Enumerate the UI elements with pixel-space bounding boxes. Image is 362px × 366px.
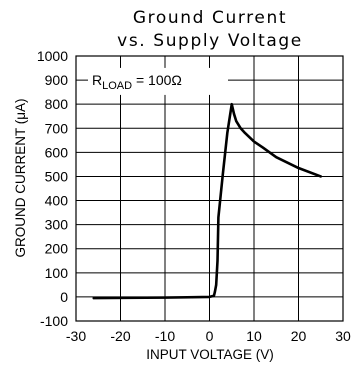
y-tick-label: 1000	[37, 48, 68, 64]
y-tick-label: 300	[45, 217, 69, 233]
tick-labels: -30 -20 -10 0 10 20 30-10001002003004005006007…	[37, 48, 351, 344]
y-tick-label: 400	[45, 193, 69, 209]
x-tick-label: -10	[155, 328, 175, 344]
annotation-value: = 100Ω	[132, 72, 182, 88]
series-line-ground-current	[92, 102, 323, 300]
annotation-r: R	[92, 72, 102, 88]
y-axis-label: GROUND CURRENT (μA)	[13, 98, 28, 257]
y-tick-label: 200	[45, 241, 69, 257]
x-tick-label: 0	[206, 328, 214, 344]
chart-title-line-2: vs. Supply Voltage	[117, 31, 303, 51]
x-tick-label: -30	[66, 328, 86, 344]
y-tick-label: 600	[45, 144, 69, 160]
y-tick-label: 900	[45, 72, 69, 88]
y-tick-label: 800	[45, 96, 69, 112]
annotation-rload: RLOAD = 100Ω	[92, 72, 182, 92]
plot-area: -30 -20 -10 0 10 20 30-10001002003004005006007…	[37, 48, 351, 344]
plot-frame	[75, 55, 344, 322]
y-tick-label: -100	[40, 313, 68, 329]
chart-title-line-1: Ground Current	[133, 8, 287, 28]
y-tick-label: 700	[45, 120, 69, 136]
y-tick-label: 100	[45, 265, 69, 281]
x-tick-label: 30	[335, 328, 351, 344]
annotation-load-subscript: LOAD	[102, 80, 132, 92]
grid-lines	[76, 56, 343, 321]
x-tick-label: 20	[291, 328, 307, 344]
y-tick-label: 0	[60, 289, 68, 305]
annotation-background	[88, 67, 228, 95]
y-tick-label: 500	[45, 168, 69, 184]
x-axis-label: INPUT VOLTAGE (V)	[146, 347, 274, 362]
x-tick-label: 10	[246, 328, 262, 344]
x-tick-label: -20	[110, 328, 130, 344]
